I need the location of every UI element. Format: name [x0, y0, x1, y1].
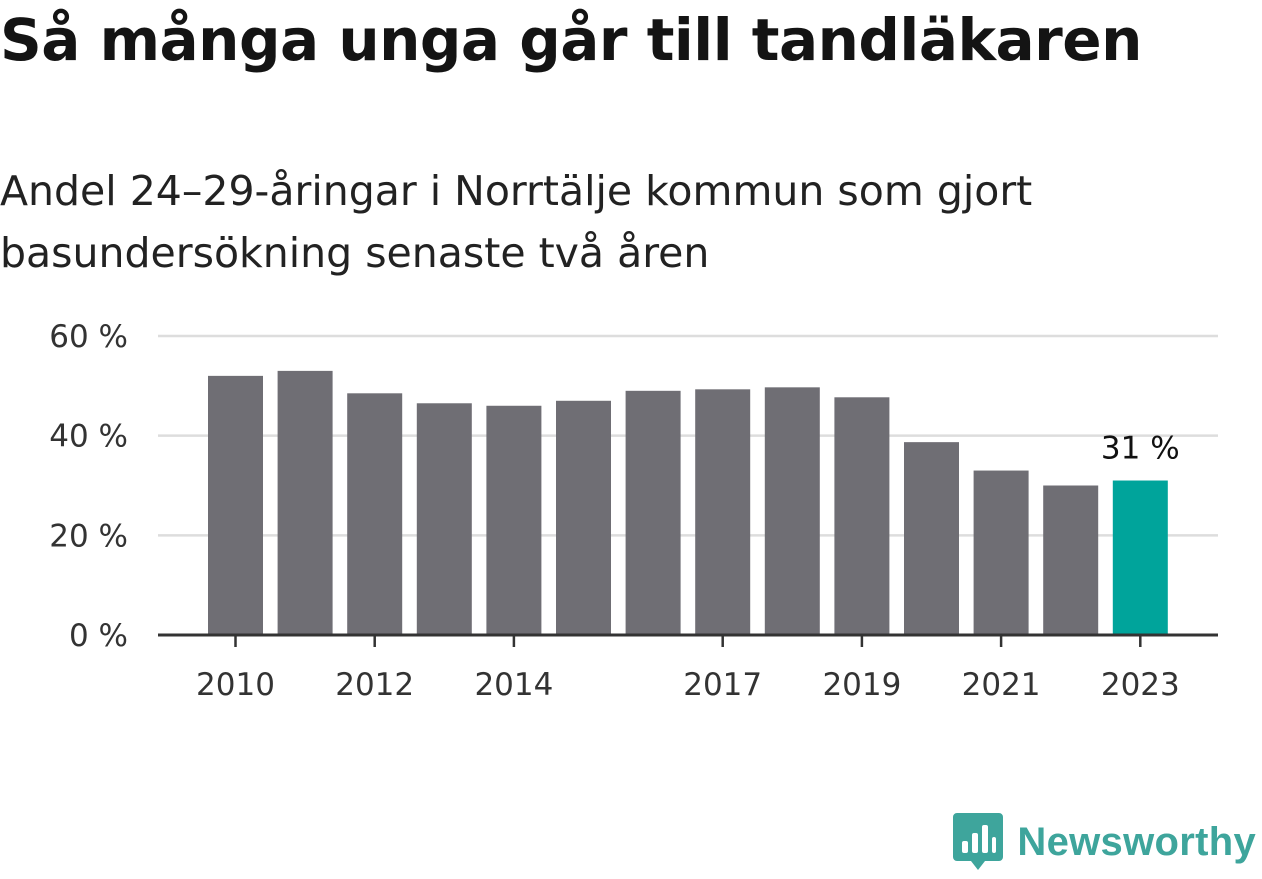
x-tick-label: 2014: [474, 667, 553, 703]
bar: [764, 387, 820, 635]
newsworthy-logo: Newsworthy: [953, 813, 1256, 871]
y-tick-label: 0 %: [69, 618, 128, 654]
x-tick-label: 2023: [1101, 667, 1180, 703]
bar: [556, 400, 611, 635]
bar: [695, 389, 751, 635]
bar: [416, 403, 472, 635]
y-tick-label: 60 %: [49, 319, 128, 355]
x-tick-label: 2019: [822, 667, 901, 703]
bar: [277, 370, 333, 635]
x-tick-label: 2017: [683, 667, 762, 703]
bar: [1043, 485, 1099, 635]
bar-highlight: [1112, 480, 1168, 635]
data-label: 31 %: [1101, 431, 1180, 467]
bar-chart: 0 % 20 % 40 % 60 % 2010 2012 2014 2017 2019 2021 2…: [49, 319, 1218, 703]
bar: [208, 375, 263, 635]
bar: [486, 405, 542, 635]
y-tick-label: 40 %: [49, 419, 128, 455]
y-tick-label: 20 %: [49, 518, 128, 554]
chart-subtitle: Andel 24–29-åringar i Norrtälje kommun s…: [0, 167, 1033, 277]
newsworthy-logo-icon: [953, 813, 1004, 870]
bar: [973, 470, 1029, 635]
newsworthy-wordmark: Newsworthy: [1017, 819, 1256, 864]
chart-title: Så många unga går till tandläkaren: [0, 6, 1142, 74]
x-tick-label: 2010: [196, 667, 275, 703]
bar: [834, 397, 890, 635]
x-tick-label: 2012: [335, 667, 414, 703]
x-tick-label: 2021: [962, 667, 1041, 703]
bar: [625, 390, 681, 635]
bar: [904, 442, 959, 635]
bar: [347, 393, 403, 635]
